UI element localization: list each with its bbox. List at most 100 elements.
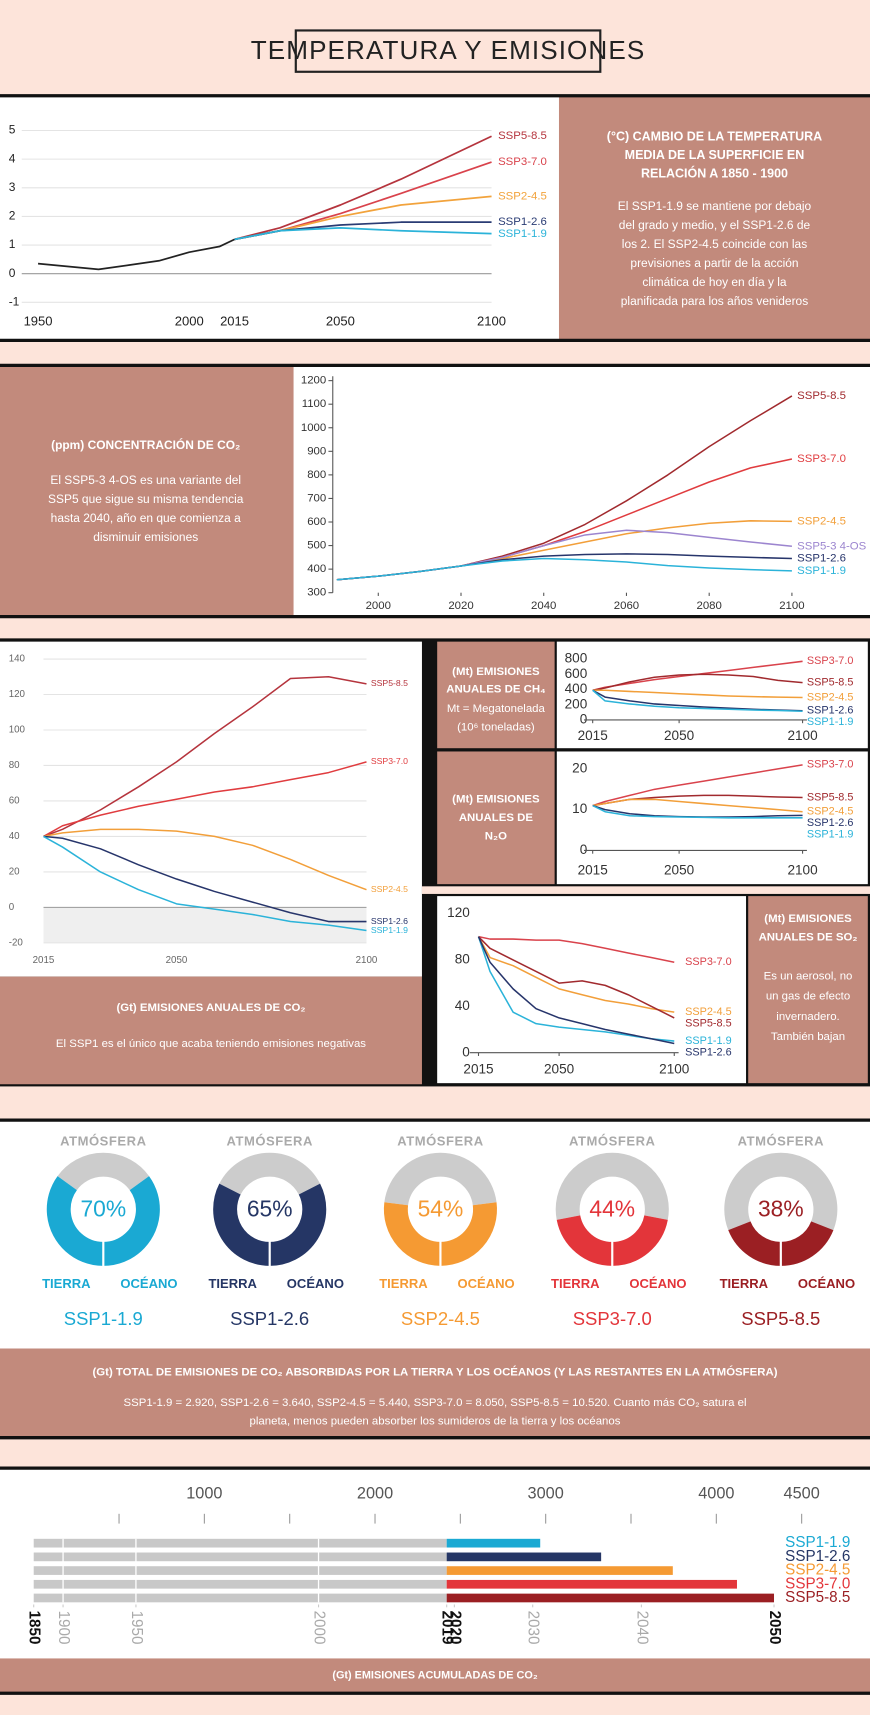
x-tick-label: 4500 — [784, 1485, 820, 1503]
text-panel — [437, 641, 555, 749]
ocean-label: OCÉANO — [458, 1276, 515, 1291]
series-label: SSP1-1.9 — [797, 565, 846, 577]
atmosphere-label: ATMÓSFERA — [738, 1133, 824, 1148]
bar — [446, 1593, 775, 1603]
series-line — [234, 226, 492, 241]
series-label: SSP2-4.5 — [797, 515, 846, 527]
y-tick-label: -20 — [9, 937, 24, 948]
value-label: 38% — [758, 1195, 804, 1221]
panel — [0, 1469, 870, 1659]
panel-note: Mt = Megatonelada — [447, 703, 546, 715]
text-panel — [748, 896, 868, 1084]
text-panel — [437, 751, 555, 885]
series-line — [592, 804, 803, 819]
series-line — [43, 835, 367, 932]
x-tick-label: 2015 — [220, 313, 249, 328]
y-tick-label: 0 — [9, 266, 16, 280]
x-tick-label: 3000 — [528, 1485, 564, 1503]
series-line — [43, 835, 367, 923]
page-title: TEMPERATURA Y EMISIONES — [251, 35, 646, 65]
y-tick-label: 120 — [447, 905, 470, 920]
panel-title: MEDIA DE LA SUPERFICIE EN — [625, 148, 805, 162]
series-label: SSP1-1.9 — [685, 1035, 731, 1047]
series-label: SSP2-4.5 — [498, 190, 547, 202]
series-label: SSP2-4.5 — [685, 1006, 731, 1018]
bar — [33, 1538, 447, 1548]
title-box — [294, 29, 602, 73]
series-label: SSP5-8.5 — [807, 791, 853, 803]
panel-title: ANUALES DE SO₂ — [759, 931, 858, 943]
land-label: TIERRA — [42, 1276, 91, 1291]
year-label: 1900 — [55, 1611, 72, 1645]
x-tick-label: 2100 — [787, 728, 818, 743]
y-tick-label: 700 — [307, 492, 326, 504]
panel-note: los 2. El SSP2-4.5 coincide con las — [622, 237, 807, 251]
panel-note: disminuir emisiones — [93, 530, 198, 544]
ocean-label: OCÉANO — [120, 1276, 177, 1291]
category-label: SSP5-8.5 — [741, 1308, 820, 1329]
y-tick-label: 10 — [572, 801, 588, 816]
series-line — [592, 689, 803, 699]
y-tick-label: 140 — [9, 654, 26, 665]
x-tick-label: 2080 — [696, 600, 721, 612]
land-label: TIERRA — [208, 1276, 257, 1291]
series-label: SSP3-7.0 — [807, 759, 853, 771]
series-line — [592, 673, 803, 691]
y-tick-label: 1000 — [301, 422, 326, 434]
series-label: SSP3-7.0 — [797, 453, 846, 465]
x-tick-label: 2100 — [477, 313, 506, 328]
text-panel — [0, 366, 294, 616]
y-tick-label: 200 — [565, 696, 588, 711]
text-panel — [0, 1658, 870, 1693]
value-label: 70% — [80, 1195, 126, 1221]
bar — [446, 1579, 737, 1589]
y-tick-label: 0 — [580, 712, 588, 727]
panel-title: (Mt) EMISIONES — [764, 913, 852, 925]
series-line — [477, 936, 675, 1019]
category-label: SSP3-7.0 — [785, 1575, 850, 1592]
y-tick-label: 20 — [572, 760, 588, 775]
category-label: SSP5-8.5 — [785, 1589, 850, 1606]
panel-note: SSP5 que sigue su misma tendencia — [48, 492, 244, 506]
category-label: SSP1-1.9 — [785, 1534, 850, 1551]
category-label: SSP1-1.9 — [64, 1308, 143, 1329]
bar — [446, 1538, 541, 1548]
year-label: 2019 — [439, 1611, 456, 1645]
y-tick-label: 300 — [307, 587, 326, 599]
series-label: SSP1-2.6 — [498, 216, 547, 228]
series-label: SSP2-4.5 — [371, 884, 408, 894]
x-tick-label: 2100 — [659, 1062, 690, 1077]
atmosphere-label: ATMÓSFERA — [397, 1133, 483, 1148]
atmosphere-arc — [384, 1152, 497, 1206]
panel-note: El SSP5-3 4-OS es una variante del — [50, 473, 241, 487]
series-label: SSP1-1.9 — [807, 716, 853, 728]
land-label: TIERRA — [551, 1276, 600, 1291]
year-label: 2020 — [446, 1611, 463, 1645]
panel-title: N₂O — [485, 830, 507, 842]
year-label: 2050 — [766, 1611, 783, 1645]
land-label: TIERRA — [379, 1276, 428, 1291]
y-tick-label: 600 — [307, 516, 326, 528]
panel — [0, 95, 559, 341]
y-tick-label: 400 — [307, 563, 326, 575]
category-label: SSP1-2.6 — [785, 1548, 850, 1565]
x-tick-label: 2100 — [787, 863, 818, 878]
y-tick-label: 800 — [565, 651, 588, 666]
x-tick-label: 2050 — [664, 728, 695, 743]
category-label: SSP2-4.5 — [401, 1308, 480, 1329]
value-label: 65% — [247, 1195, 293, 1221]
year-label: 2030 — [525, 1611, 542, 1645]
atmosphere-arc — [555, 1152, 669, 1220]
x-tick-label: 2050 — [326, 313, 355, 328]
value-label: 54% — [418, 1195, 464, 1221]
x-tick-label: 2040 — [531, 600, 556, 612]
y-tick-label: 900 — [307, 445, 326, 457]
y-tick-label: 400 — [565, 681, 588, 696]
category-label: SSP2-4.5 — [785, 1562, 850, 1579]
atmosphere-arc — [57, 1152, 150, 1191]
y-tick-label: 100 — [9, 725, 26, 736]
panel-note: del grado y medio, y el SSP1-2.6 de — [619, 218, 811, 232]
panel-note: (10⁶ toneladas) — [457, 722, 535, 734]
series-label: SSP1-1.9 — [807, 828, 853, 840]
